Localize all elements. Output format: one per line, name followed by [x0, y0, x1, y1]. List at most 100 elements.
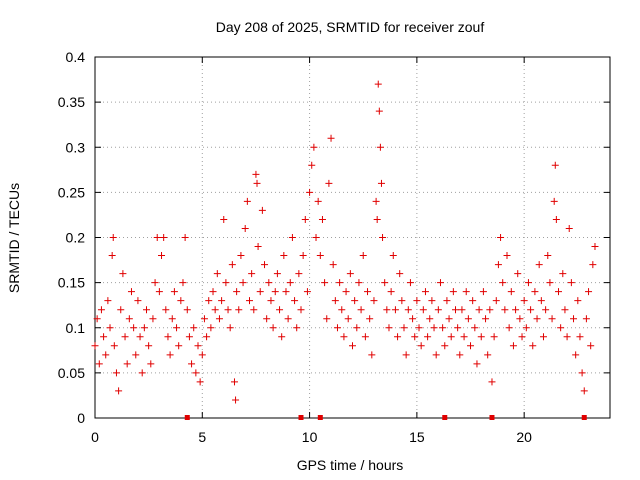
data-point	[439, 324, 447, 332]
data-point	[509, 342, 517, 350]
data-point	[434, 306, 442, 314]
data-point	[192, 369, 200, 377]
data-point	[284, 315, 292, 323]
data-point	[404, 306, 412, 314]
data-point	[391, 306, 399, 314]
data-point	[426, 315, 434, 323]
data-point	[162, 306, 170, 314]
data-point	[267, 297, 275, 305]
data-point	[396, 270, 404, 278]
data-point	[372, 197, 380, 205]
data-point	[158, 252, 166, 260]
data-point	[370, 297, 378, 305]
data-point	[280, 252, 288, 260]
data-point	[310, 143, 318, 151]
data-point	[340, 333, 348, 341]
data-point	[261, 261, 269, 269]
data-point	[233, 288, 241, 296]
data-point	[464, 315, 472, 323]
x-tick-label: 0	[91, 429, 99, 445]
data-point	[293, 324, 301, 332]
data-point	[95, 360, 103, 368]
x-tick-label: 15	[409, 429, 425, 445]
data-point	[484, 351, 492, 359]
data-point	[160, 234, 168, 241]
data-point	[385, 324, 393, 332]
data-point	[228, 261, 236, 269]
data-point	[351, 297, 359, 305]
data-point	[415, 324, 423, 332]
data-point	[447, 333, 455, 341]
data-point	[226, 324, 234, 332]
data-point	[411, 333, 419, 341]
data-point	[230, 378, 238, 386]
data-point	[132, 351, 140, 359]
data-point	[224, 306, 232, 314]
data-point	[327, 134, 335, 142]
data-point	[374, 80, 382, 88]
data-point	[110, 342, 118, 350]
data-point	[134, 297, 142, 305]
data-point	[572, 351, 580, 359]
data-point	[138, 369, 146, 377]
data-point	[428, 297, 436, 305]
data-point	[286, 279, 294, 287]
data-point	[512, 306, 520, 314]
data-point	[443, 297, 451, 305]
data-point	[529, 342, 537, 350]
data-point	[561, 306, 569, 314]
data-point	[516, 315, 524, 323]
data-point	[207, 324, 215, 332]
data-point	[394, 333, 402, 341]
data-point	[552, 215, 560, 223]
data-point	[507, 288, 515, 296]
y-tick-label: 0.05	[58, 365, 85, 381]
data-point	[108, 252, 116, 260]
y-tick-label: 0.1	[66, 320, 86, 336]
data-point	[482, 315, 490, 323]
data-point	[235, 306, 243, 314]
data-point	[580, 387, 588, 395]
data-point	[222, 279, 230, 287]
data-point	[147, 360, 155, 368]
data-point	[203, 333, 211, 341]
data-point	[494, 261, 502, 269]
data-point	[366, 315, 374, 323]
data-point	[175, 342, 183, 350]
data-point	[563, 333, 571, 341]
chart-title: Day 208 of 2025, SRMTID for receiver zou…	[216, 19, 485, 35]
data-point	[185, 333, 193, 341]
data-point	[252, 170, 260, 178]
data-point	[559, 270, 567, 278]
data-point	[258, 206, 266, 214]
data-point	[121, 333, 129, 341]
data-point	[542, 306, 550, 314]
data-point	[555, 288, 562, 296]
data-point	[518, 333, 526, 341]
data-point	[273, 270, 281, 278]
data-point	[452, 306, 459, 314]
data-point	[376, 143, 384, 151]
data-point	[467, 342, 475, 350]
data-point	[303, 288, 311, 296]
data-point	[361, 333, 369, 341]
data-point	[535, 261, 543, 269]
data-point	[91, 342, 99, 350]
data-point	[312, 234, 320, 241]
data-point	[402, 351, 410, 359]
data-point	[460, 333, 468, 341]
data-point	[306, 188, 314, 196]
data-point	[215, 315, 223, 323]
data-point	[271, 288, 279, 296]
y-tick-label: 0	[77, 410, 85, 426]
data-point	[479, 288, 487, 296]
data-point	[333, 324, 341, 332]
data-point	[308, 161, 316, 169]
data-point	[213, 270, 221, 278]
data-point	[276, 306, 284, 314]
grid-lines	[95, 57, 610, 418]
data-point	[198, 351, 206, 359]
data-point	[130, 324, 138, 332]
data-point	[462, 288, 470, 296]
